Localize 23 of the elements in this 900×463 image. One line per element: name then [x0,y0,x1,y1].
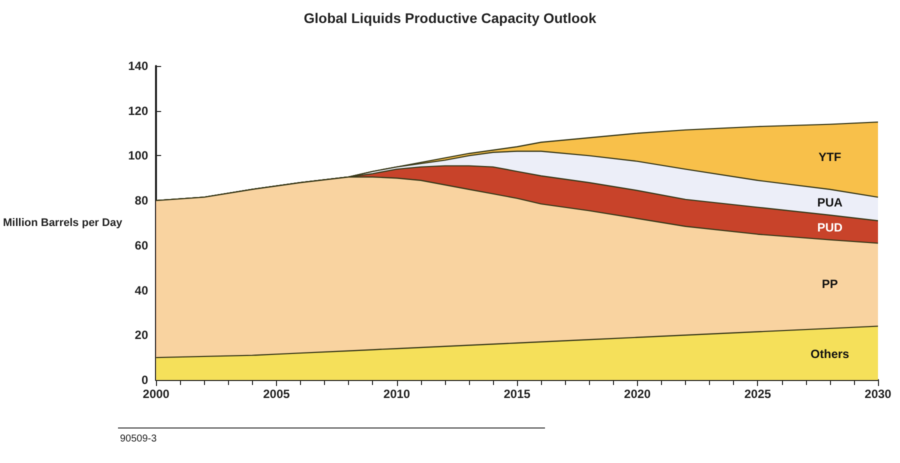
series-label: PUA [817,195,843,210]
x-tick-label: 2000 [142,387,170,401]
chart-title: Global Liquids Productive Capacity Outlook [304,10,596,26]
y-tick-label: 40 [134,283,148,298]
x-tick-label: 2010 [383,387,410,401]
series-label: YTF [818,150,842,164]
text: 90509-3 [120,434,158,444]
y-tick-label: 80 [134,194,148,208]
x-tick-label: 2005 [263,387,290,401]
x-tick-label: 2025 [744,387,772,401]
y-axis-title: Million Barrels per Day [2,217,124,229]
series-label: PUD [817,220,843,234]
series-label: PP [822,277,838,292]
y-tick-label: 60 [134,238,148,252]
x-tick-label: 2030 [864,387,892,401]
y-tick-label: 20 [134,328,148,342]
x-tick-label: 2015 [504,387,531,401]
y-tick-label: 120 [128,104,148,118]
y-tick-label: 140 [128,59,148,73]
x-tick-label: 2020 [624,387,652,401]
y-tick-label: 0 [141,373,148,387]
series-label: Others [810,347,850,362]
y-tick-label: 100 [128,148,148,163]
